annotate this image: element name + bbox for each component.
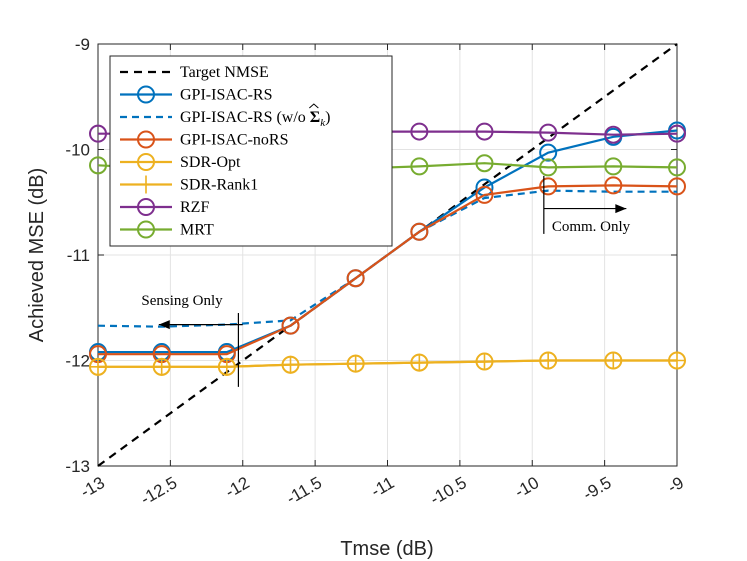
series-6-point [539,123,558,142]
series-5-point [410,353,429,372]
series-3-point [346,269,365,288]
series-7-point [410,157,429,176]
legend-entry: SDR-Opt [180,154,241,171]
series-7-point [475,154,494,173]
legend-entry: GPI-ISAC-RS (w/o Σk) [180,109,330,129]
y-tick-label: -13 [65,457,90,476]
legend-hat [309,103,319,109]
series-5-point [152,357,171,376]
legend-entry: MRT [180,222,214,239]
comm-only-label: Comm. Only [552,219,631,235]
series-5-point [668,351,686,370]
series-5-point [475,352,494,371]
legend-entry: Target NMSE [180,64,269,81]
sensing-only-label: Sensing Only [141,293,223,309]
series-2 [97,189,677,328]
sensing-only-arrow-head [158,320,170,330]
series-1-point [539,143,558,162]
legend-entry: GPI-ISAC-RS [180,87,272,104]
y-tick-label: -11 [67,246,90,265]
series-7-point [89,156,107,175]
series-6-point [410,122,429,141]
series-2-line [97,189,677,328]
y-tick-label: -12 [65,352,90,371]
y-tick-label: -9 [75,35,90,54]
series-7-point [539,158,558,177]
series-5-line [98,359,677,368]
series-5-point [89,357,107,376]
legend-sample-marker [137,130,155,149]
legend-sample-marker [137,85,155,104]
series-3-line [98,184,678,356]
legend-sample-marker [137,220,155,239]
series-5 [89,351,686,376]
legend-sample-marker [137,175,155,194]
series-5-point [604,351,623,370]
series-6-point [475,122,494,141]
y-tick-label: -10 [65,141,90,160]
series-3-point [281,316,300,335]
legend-entry: GPI-ISAC-noRS [180,132,288,149]
series-3-point [410,222,429,241]
legend-sample-marker [137,198,155,216]
legend-sample-marker [137,153,155,171]
legend-box [109,55,393,247]
legend-entry: SDR-Rank1 [180,177,258,194]
series-5-point [539,351,558,370]
series-7-point [668,158,686,177]
series-7-point [604,157,623,176]
comm-only-arrow-head [615,204,627,214]
series-5-point [217,357,236,376]
series-3-point [668,177,686,196]
legend-entry: RZF [180,199,209,216]
x-axis-label: Tmse (dB) [340,538,433,560]
legend: Target NMSE GPI-ISAC-RS GPI-ISAC-RS (w/o Σ… [109,55,393,247]
series-3-point [539,177,558,196]
series-5-point [281,355,300,374]
series-0-line [97,43,678,467]
series-6-point [668,124,686,143]
series-0 [97,43,678,467]
series-3-point [475,185,494,204]
series-6-point [604,125,623,144]
annotations: Sensing Only Comm. Only [141,175,631,387]
series-6-point [89,124,107,143]
y-axis-label: Achieved MSE (dB) [26,168,48,343]
series-5-point [346,354,365,373]
series-3-point [604,176,623,195]
